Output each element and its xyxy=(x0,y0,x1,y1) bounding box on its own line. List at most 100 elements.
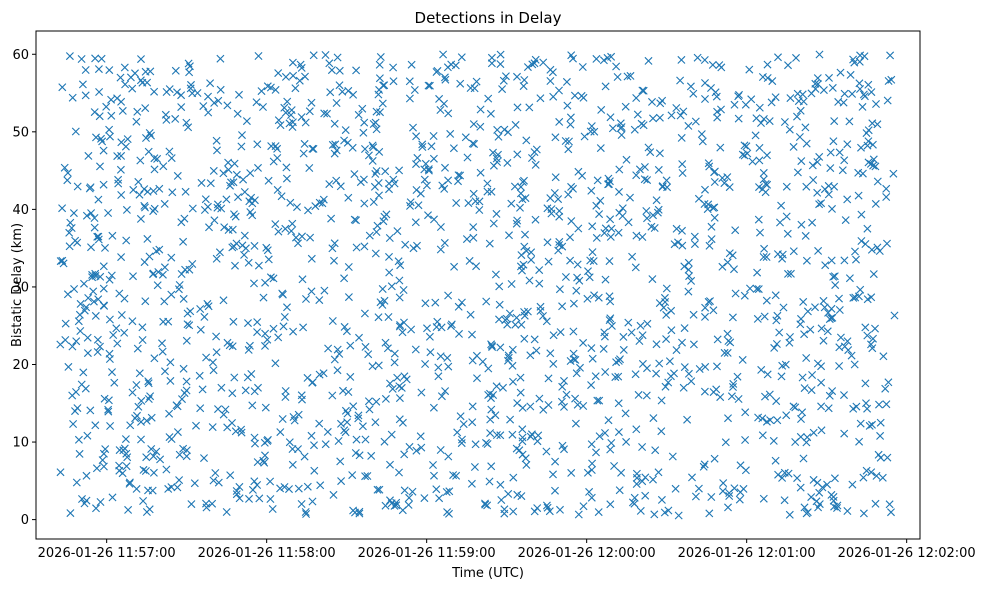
scatter-point xyxy=(763,74,772,82)
scatter-point xyxy=(777,201,786,210)
scatter-point xyxy=(542,501,551,510)
y-axis-title: Bistatic Delay (km) xyxy=(10,223,25,347)
scatter-point xyxy=(254,52,263,60)
scatter-point xyxy=(200,454,208,463)
scatter-point xyxy=(486,415,495,424)
scatter-point xyxy=(333,366,342,375)
scatter-point xyxy=(342,327,351,336)
scatter-point xyxy=(649,414,658,423)
scatter-point xyxy=(261,451,269,460)
scatter-point xyxy=(763,180,772,189)
scatter-point xyxy=(884,378,893,387)
scatter-point xyxy=(704,159,713,168)
scatter-point xyxy=(865,421,874,430)
scatter-point xyxy=(380,437,389,446)
scatter-point xyxy=(823,480,832,489)
scatter-point xyxy=(250,241,259,250)
scatter-point xyxy=(407,60,416,69)
scatter-point xyxy=(825,315,834,324)
scatter-point xyxy=(223,101,232,110)
scatter-point xyxy=(78,495,86,503)
scatter-point xyxy=(147,131,155,140)
scatter-point xyxy=(678,160,687,169)
scatter-point xyxy=(721,438,730,447)
scatter-point xyxy=(585,487,594,496)
scatter-point xyxy=(679,107,688,116)
scatter-point xyxy=(276,121,285,130)
scatter-point xyxy=(655,299,664,308)
scatter-point xyxy=(305,164,314,172)
scatter-point xyxy=(368,156,377,165)
scatter-point xyxy=(457,298,466,307)
scatter-point xyxy=(222,195,231,204)
scatter-point xyxy=(466,310,475,319)
scatter-point xyxy=(328,244,337,253)
scatter-point xyxy=(120,328,129,337)
scatter-point xyxy=(751,131,760,140)
scatter-point xyxy=(618,204,627,213)
scatter-point xyxy=(297,500,306,508)
scatter-point xyxy=(860,52,869,61)
scatter-point xyxy=(551,486,559,495)
scatter-point xyxy=(759,175,768,184)
scatter-point xyxy=(199,102,208,111)
scatter-point xyxy=(290,416,299,425)
scatter-point xyxy=(230,373,239,382)
scatter-point xyxy=(453,428,462,437)
scatter-point xyxy=(601,429,609,437)
scatter-point xyxy=(663,183,672,192)
scatter-point xyxy=(182,446,191,455)
scatter-point xyxy=(400,450,409,459)
scatter-point xyxy=(88,273,97,282)
scatter-point xyxy=(146,392,155,401)
scatter-point xyxy=(454,177,462,186)
scatter-point xyxy=(638,331,647,340)
scatter-point xyxy=(527,255,536,264)
scatter-point xyxy=(724,337,733,345)
scatter-point xyxy=(214,96,223,105)
scatter-point xyxy=(646,148,655,157)
scatter-point xyxy=(356,178,365,187)
scatter-point xyxy=(435,494,444,503)
scatter-point xyxy=(187,80,195,89)
scatter-point xyxy=(516,189,525,198)
scatter-point xyxy=(168,188,177,197)
scatter-point xyxy=(876,418,885,427)
scatter-point xyxy=(281,387,290,395)
scatter-point xyxy=(264,176,273,185)
scatter-point xyxy=(671,484,680,493)
scatter-point xyxy=(212,254,221,263)
scatter-point xyxy=(294,239,302,248)
scatter-point xyxy=(330,355,339,364)
scatter-point xyxy=(389,77,398,86)
scatter-point xyxy=(799,454,808,463)
scatter-point xyxy=(432,68,441,76)
scatter-point xyxy=(731,289,740,298)
scatter-point xyxy=(280,103,289,112)
scatter-point xyxy=(430,471,438,480)
scatter-point xyxy=(78,80,87,89)
scatter-point xyxy=(701,312,709,321)
scatter-point xyxy=(167,154,176,163)
scatter-point xyxy=(627,328,636,337)
scatter-point xyxy=(379,217,388,226)
scatter-point xyxy=(501,72,510,81)
scatter-point xyxy=(662,284,671,293)
scatter-point xyxy=(182,377,191,386)
scatter-point xyxy=(510,182,519,191)
scatter-point xyxy=(79,368,88,377)
scatter-point xyxy=(63,290,72,299)
scatter-point xyxy=(599,56,608,65)
scatter-point xyxy=(231,212,240,221)
scatter-point xyxy=(372,107,381,116)
scatter-point xyxy=(688,473,696,482)
scatter-point xyxy=(867,245,876,254)
scatter-point xyxy=(496,60,505,69)
scatter-point xyxy=(786,333,794,341)
scatter-point xyxy=(133,107,142,116)
scatter-point xyxy=(107,95,116,104)
scatter-point xyxy=(505,231,513,240)
scatter-point xyxy=(371,249,380,258)
scatter-point xyxy=(263,82,272,91)
scatter-point xyxy=(263,437,272,445)
